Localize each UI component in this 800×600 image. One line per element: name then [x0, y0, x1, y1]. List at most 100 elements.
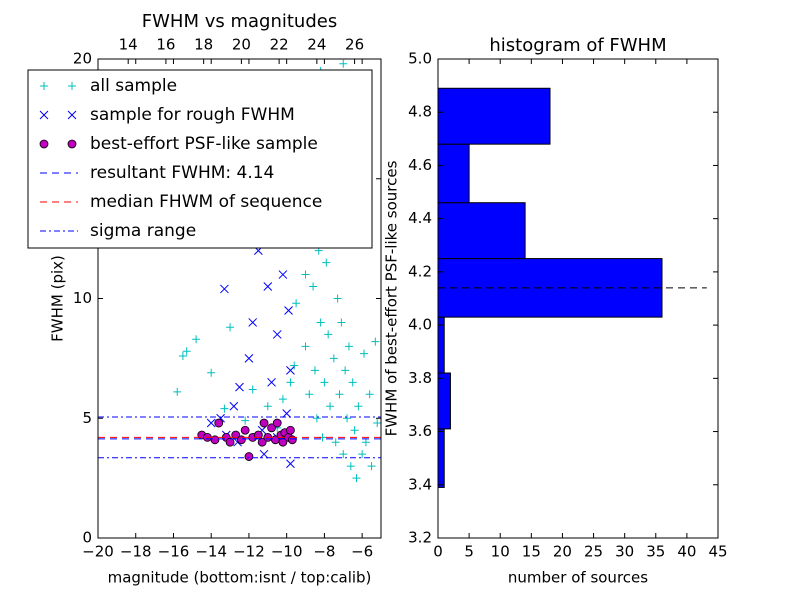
x-tick-label: 45	[708, 543, 727, 561]
x-tick-label: −18	[120, 543, 152, 561]
marker-circle	[267, 423, 276, 433]
y-tick-label: 4.8	[408, 103, 432, 121]
y-tick-label: 4.6	[408, 156, 432, 174]
y-tick-label: 20	[73, 50, 92, 68]
y-axis-label: FWHM of best-effort PSF-like sources	[383, 160, 401, 436]
marker-circle	[257, 437, 267, 447]
marker-x	[206, 418, 216, 428]
marker-plus	[220, 404, 229, 413]
marker-plus	[312, 414, 321, 423]
marker-plus	[324, 330, 333, 339]
legend-label: best-effort PSF-like sample	[90, 134, 318, 154]
marker-plus	[358, 450, 367, 459]
y-tick-label: 3.8	[408, 369, 432, 387]
marker-plus	[337, 318, 346, 327]
marker-circle	[67, 139, 77, 149]
plot-frame	[437, 58, 719, 539]
x2-tick-label: 24	[307, 36, 326, 54]
marker-plus	[305, 390, 314, 399]
marker-plus	[346, 462, 355, 471]
hist-bar	[437, 202, 526, 260]
marker-plus	[344, 342, 353, 351]
legend-label: sigma range	[90, 221, 196, 241]
marker-circle	[225, 437, 235, 447]
hist-bar	[437, 428, 445, 488]
marker-x	[248, 318, 258, 327]
marker-x	[284, 306, 293, 315]
marker-circle	[259, 418, 269, 428]
x-tick-label: 25	[584, 543, 603, 561]
marker-plus	[343, 414, 352, 423]
x-tick-label: 35	[646, 543, 665, 561]
marker-plus	[316, 318, 325, 327]
marker-x	[272, 330, 282, 339]
marker-plus	[354, 402, 363, 411]
marker-plus	[263, 402, 272, 411]
marker-x	[235, 382, 244, 392]
marker-plus	[207, 368, 216, 377]
x-axis-label: number of sources	[508, 569, 648, 587]
marker-x	[286, 459, 295, 469]
marker-plus	[348, 378, 357, 387]
hist-bar	[437, 143, 470, 204]
marker-circle	[286, 425, 295, 435]
marker-plus	[367, 462, 376, 471]
y-tick-label: 4.4	[408, 209, 432, 227]
marker-plus	[371, 337, 380, 346]
marker-plus	[173, 387, 182, 396]
marker-plus	[339, 450, 348, 459]
marker-x	[39, 110, 49, 120]
marker-plus	[350, 426, 359, 435]
marker-plus	[309, 282, 318, 291]
marker-plus	[341, 366, 350, 375]
marker-x	[67, 110, 77, 120]
marker-x	[278, 270, 288, 279]
marker-plus	[286, 378, 295, 387]
x-tick-label: −10	[271, 543, 303, 561]
legend-label: resultant FWHM: 4.14	[90, 163, 274, 183]
marker-plus	[373, 419, 382, 428]
x-tick-label: −20	[82, 543, 114, 561]
marker-plus	[292, 299, 301, 308]
legend-box	[27, 69, 373, 249]
marker-x	[286, 365, 295, 375]
x-tick-label: −6	[351, 543, 373, 561]
marker-circle	[39, 139, 49, 149]
marker-plus	[326, 402, 335, 411]
y-tick-label: 3.2	[408, 529, 432, 547]
x-tick-label: −8	[313, 543, 335, 561]
marker-x	[282, 409, 292, 418]
marker-plus	[40, 82, 48, 90]
marker-x	[263, 282, 273, 291]
marker-plus	[301, 270, 310, 279]
legend-label: median FHWM of sequence	[90, 192, 322, 212]
marker-x	[244, 354, 254, 363]
x2-tick-label: 26	[345, 36, 364, 54]
y-tick-label: 3.4	[408, 475, 432, 493]
marker-plus	[192, 335, 201, 344]
x2-tick-label: 16	[156, 36, 175, 54]
y-tick-label: 0	[82, 529, 92, 547]
marker-plus	[248, 385, 257, 394]
marker-x	[259, 449, 269, 459]
marker-plus	[226, 323, 235, 332]
x-tick-label: 15	[522, 543, 541, 561]
x-tick-label: 5	[464, 543, 474, 561]
x-tick-label: 20	[553, 543, 572, 561]
x-tick-label: −16	[158, 543, 190, 561]
y-tick-label: 5	[82, 409, 92, 427]
marker-plus	[331, 438, 340, 447]
marker-plus	[290, 361, 299, 370]
legend: all sample sample for rough FWHM best-effo…	[27, 69, 373, 249]
marker-plus	[365, 390, 374, 399]
marker-circle	[240, 425, 250, 435]
x-tick-label: 30	[615, 543, 634, 561]
marker-plus	[310, 366, 319, 375]
marker-plus	[301, 342, 310, 351]
x-tick-label: 10	[491, 543, 510, 561]
x-tick-label: −14	[195, 543, 227, 561]
marker-plus	[333, 294, 342, 303]
y-axis-label: FWHM (pix)	[49, 255, 67, 342]
marker-plus	[352, 474, 361, 483]
